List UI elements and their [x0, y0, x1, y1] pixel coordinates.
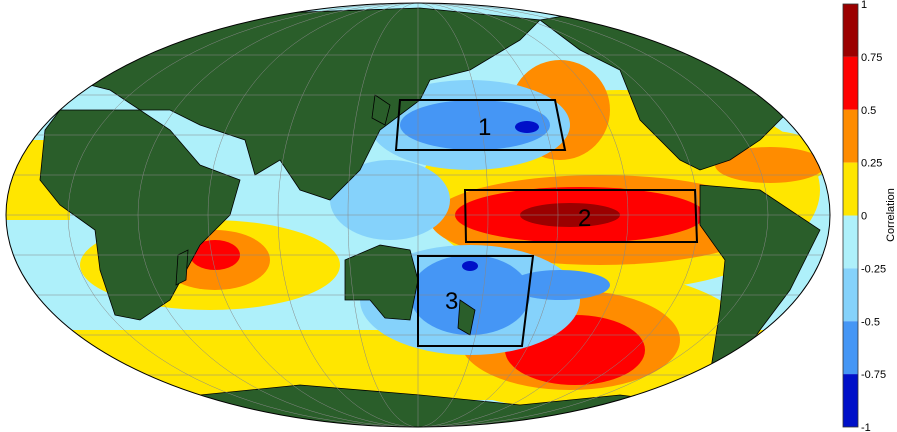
map-body [6, 3, 830, 427]
colorbar-tick-label: 0.25 [861, 158, 882, 170]
region-boxes [394, 99, 699, 347]
colorbar-tick-label: 0.5 [861, 105, 876, 117]
colorbar-tick-label: -0.5 [861, 316, 880, 328]
globe-outline [5, 2, 831, 428]
colorbar-bin [843, 4, 858, 57]
colorbar-bin [843, 56, 858, 110]
colorbar-bin [843, 162, 858, 216]
colorbar-tick-label: 0.75 [861, 52, 882, 64]
japan [371, 94, 391, 126]
colorbar-label: Correlation [885, 188, 897, 242]
region-box-1 [394, 99, 567, 151]
colorbar-frame [842, 3, 859, 428]
colorbar-tick-label: 1 [861, 0, 867, 11]
colorbar-tick-label: -1 [861, 422, 871, 432]
region-label-1: 1 [478, 114, 491, 141]
colorbar-bin [843, 321, 858, 375]
madagascar [175, 249, 189, 286]
region-label-3: 3 [445, 288, 458, 315]
negative-strong-regions [462, 121, 539, 271]
colorbar-tick-label: 0 [861, 211, 867, 223]
australia [344, 244, 419, 321]
colorbar-bin [843, 109, 858, 163]
colorbar-tick-label: -0.25 [861, 263, 886, 275]
colorbar-bin [843, 268, 858, 322]
positive-strong-regions [190, 187, 705, 385]
region-box-2 [463, 189, 699, 243]
colorbar-tick-label: -0.75 [861, 369, 886, 381]
colorbar-bin [843, 374, 858, 427]
colorbar-bin [843, 215, 858, 269]
region-box-3 [417, 255, 535, 347]
colorbar: 1 0.75 0.5 0.25 0 -0.25 -0.5 -0.75 -1 [842, 0, 886, 432]
eurasia [69, 7, 541, 201]
region-label-2: 2 [578, 205, 591, 232]
